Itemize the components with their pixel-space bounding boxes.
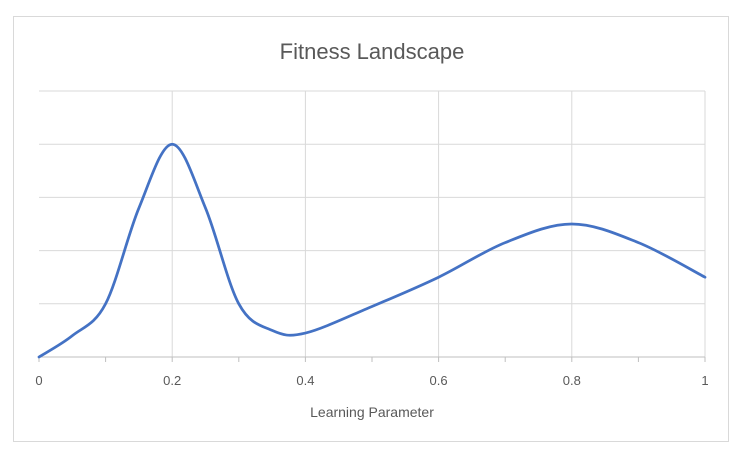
x-tick-label: 0.4 — [296, 373, 314, 388]
x-tick-label: 0 — [35, 373, 42, 388]
line-chart: Fitness Landscape 0 0.2 0.4 0.6 0.8 1 Learnin… — [35, 39, 708, 420]
x-tick-label: 0.8 — [563, 373, 581, 388]
series-line-1 — [37, 142, 707, 359]
x-tick-label: 0.6 — [430, 373, 448, 388]
series-layer — [37, 142, 707, 359]
x-tick-label: 1 — [701, 373, 708, 388]
x-tick-label: 0.2 — [163, 373, 181, 388]
x-axis-title: Learning Parameter — [310, 404, 434, 420]
grid-layer — [39, 90, 706, 357]
x-tick-labels: 0 0.2 0.4 0.6 0.8 1 — [35, 373, 708, 388]
chart-title: Fitness Landscape — [280, 39, 465, 64]
chart-frame: Fitness Landscape 0 0.2 0.4 0.6 0.8 1 Learnin… — [13, 16, 729, 442]
axis-layer — [38, 356, 706, 362]
